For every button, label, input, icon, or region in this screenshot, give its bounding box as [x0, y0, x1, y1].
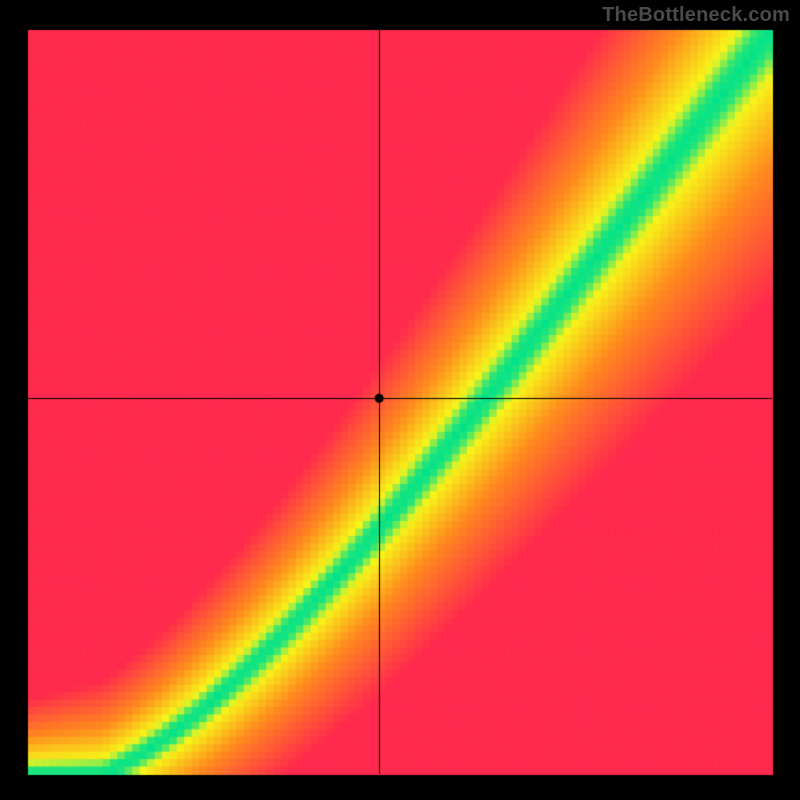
watermark-label: TheBottleneck.com	[602, 4, 790, 27]
heatmap-canvas	[0, 0, 800, 800]
heatmap-chart: TheBottleneck.com	[0, 0, 800, 800]
